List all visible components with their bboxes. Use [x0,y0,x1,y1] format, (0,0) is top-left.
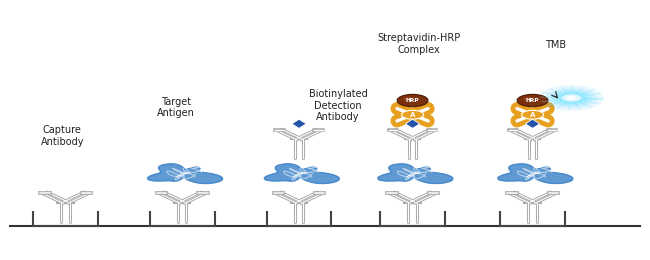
Text: A: A [410,112,415,118]
Polygon shape [292,119,306,128]
Circle shape [521,110,543,119]
Circle shape [551,90,592,106]
Text: Target
Antigen: Target Antigen [157,97,195,118]
Polygon shape [406,119,420,128]
Circle shape [539,85,604,111]
Circle shape [561,94,582,102]
Circle shape [403,97,413,101]
Circle shape [560,93,583,103]
Circle shape [556,92,587,104]
Circle shape [523,97,532,101]
Text: A: A [530,112,536,118]
Text: HRP: HRP [526,98,540,103]
Text: TMB: TMB [545,40,566,50]
Text: Capture
Antibody: Capture Antibody [40,125,84,147]
Polygon shape [498,164,573,184]
Polygon shape [525,119,540,128]
Polygon shape [378,164,453,184]
Polygon shape [148,164,222,184]
Text: HRP: HRP [406,98,419,103]
Circle shape [397,94,428,107]
Text: Biotinylated
Detection
Antibody: Biotinylated Detection Antibody [309,89,367,122]
Text: Streptavidin-HRP
Complex: Streptavidin-HRP Complex [378,33,461,55]
Circle shape [402,110,424,119]
Circle shape [545,88,597,108]
Circle shape [566,96,577,100]
Circle shape [517,94,548,107]
Polygon shape [265,164,339,184]
